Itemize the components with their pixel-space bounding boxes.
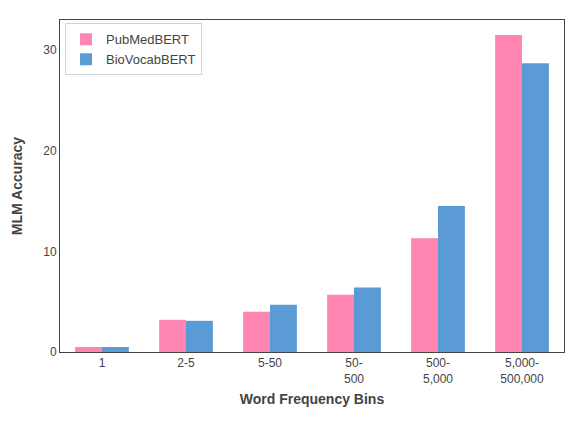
svg-text:5,000-500,000: 5,000-500,000 (500, 356, 544, 386)
svg-text:10: 10 (43, 245, 57, 259)
svg-text:50-500: 50-500 (344, 356, 364, 386)
svg-text:1: 1 (99, 356, 106, 370)
svg-text:MLM Accuracy: MLM Accuracy (9, 137, 25, 236)
svg-text:PubMedBERT: PubMedBERT (106, 32, 189, 47)
svg-text:20: 20 (43, 144, 57, 158)
svg-text:5-50: 5-50 (258, 356, 282, 370)
svg-text:BioVocabBERT: BioVocabBERT (106, 52, 195, 67)
svg-text:500-5,000: 500-5,000 (423, 356, 453, 386)
svg-text:2-5: 2-5 (177, 356, 195, 370)
svg-text:30: 30 (43, 43, 57, 57)
svg-text:0: 0 (50, 345, 57, 359)
svg-text:Word Frequency Bins: Word Frequency Bins (240, 391, 385, 407)
